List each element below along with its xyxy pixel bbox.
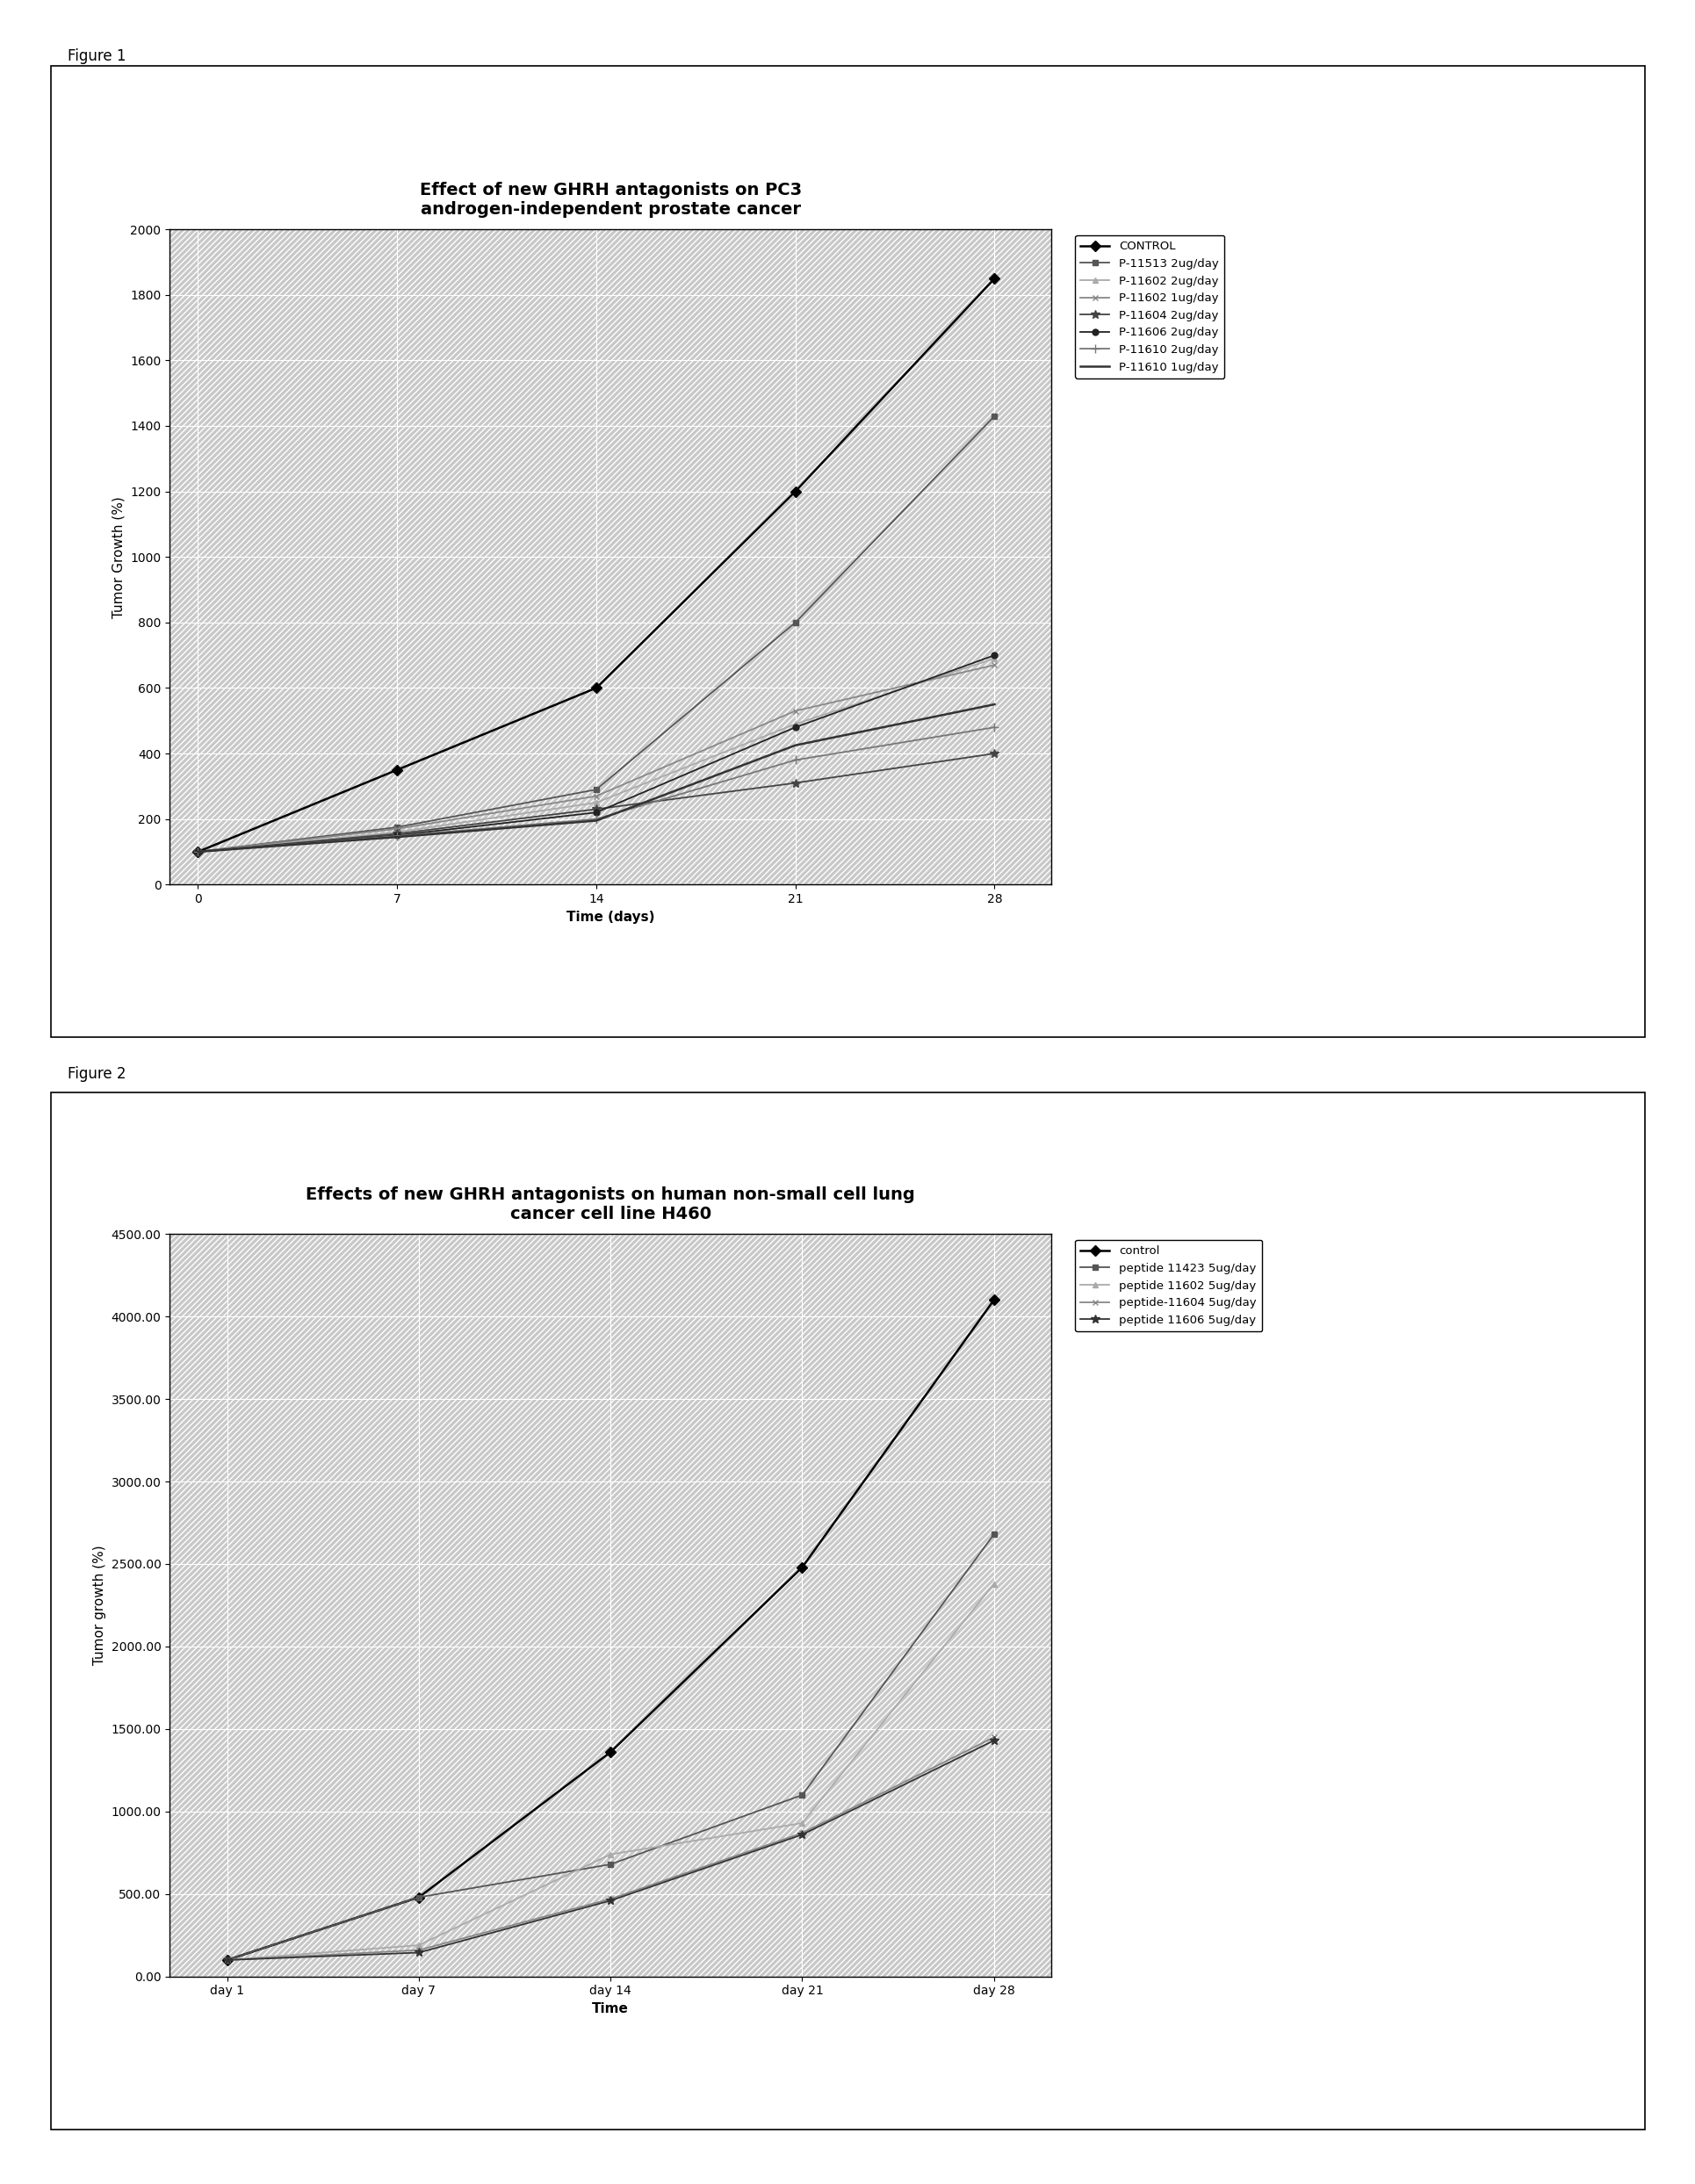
P-11606 2ug/day bbox=[386, 823, 407, 850]
control bbox=[408, 1885, 429, 1911]
Title: Effects of new GHRH antagonists on human non-small cell lung
cancer cell line H4: Effects of new GHRH antagonists on human… bbox=[305, 1186, 915, 1223]
P-11602 2ug/day bbox=[188, 839, 208, 865]
P-11604 2ug/day bbox=[586, 797, 607, 823]
CONTROL bbox=[983, 264, 1003, 290]
P-11602 2ug/day bbox=[785, 712, 805, 738]
CONTROL bbox=[586, 675, 607, 701]
P-11513 2ug/day bbox=[983, 402, 1003, 428]
P-11604 2ug/day bbox=[983, 740, 1003, 767]
peptide 11602 5ug/day bbox=[408, 1933, 429, 1959]
peptide 11606 5ug/day bbox=[600, 1887, 620, 1913]
CONTROL bbox=[386, 758, 407, 784]
Line: P-11604 2ug/day: P-11604 2ug/day bbox=[193, 749, 998, 856]
Line: P-11610 1ug/day: P-11610 1ug/day bbox=[198, 703, 993, 852]
P-11610 1ug/day bbox=[188, 839, 208, 865]
P-11610 1ug/day bbox=[785, 732, 805, 758]
Legend: control, peptide 11423 5ug/day, peptide 11602 5ug/day, peptide-11604 5ug/day, pe: control, peptide 11423 5ug/day, peptide … bbox=[1075, 1241, 1261, 1332]
peptide 11423 5ug/day bbox=[408, 1885, 429, 1911]
Line: peptide 11423 5ug/day: peptide 11423 5ug/day bbox=[224, 1531, 997, 1963]
P-11513 2ug/day bbox=[386, 815, 407, 841]
P-11602 1ug/day bbox=[586, 784, 607, 810]
Line: P-11606 2ug/day: P-11606 2ug/day bbox=[195, 653, 997, 854]
Text: Figure 1: Figure 1 bbox=[68, 48, 125, 63]
peptide 11606 5ug/day bbox=[983, 1728, 1003, 1754]
P-11610 2ug/day bbox=[188, 839, 208, 865]
X-axis label: Time (days): Time (days) bbox=[566, 911, 654, 924]
peptide 11423 5ug/day bbox=[217, 1946, 237, 1972]
Text: Figure 2: Figure 2 bbox=[68, 1066, 125, 1081]
P-11602 1ug/day bbox=[983, 651, 1003, 677]
peptide 11602 5ug/day bbox=[983, 1570, 1003, 1597]
P-11513 2ug/day bbox=[785, 609, 805, 636]
CONTROL bbox=[188, 839, 208, 865]
P-11606 2ug/day bbox=[785, 714, 805, 740]
P-11602 2ug/day bbox=[386, 819, 407, 845]
Title: Effect of new GHRH antagonists on PC3
androgen-independent prostate cancer: Effect of new GHRH antagonists on PC3 an… bbox=[419, 181, 802, 218]
control bbox=[792, 1555, 812, 1581]
Line: peptide 11606 5ug/day: peptide 11606 5ug/day bbox=[222, 1736, 998, 1963]
P-11610 1ug/day bbox=[983, 690, 1003, 716]
P-11606 2ug/day bbox=[586, 799, 607, 826]
peptide 11606 5ug/day bbox=[217, 1946, 237, 1972]
control bbox=[600, 1738, 620, 1765]
Line: control: control bbox=[224, 1297, 997, 1963]
Y-axis label: Tumor growth (%): Tumor growth (%) bbox=[93, 1546, 107, 1664]
P-11602 2ug/day bbox=[586, 791, 607, 817]
P-11513 2ug/day bbox=[586, 778, 607, 804]
peptide-11604 5ug/day bbox=[792, 1819, 812, 1845]
peptide 11602 5ug/day bbox=[792, 1811, 812, 1837]
peptide 11423 5ug/day bbox=[792, 1782, 812, 1808]
Bar bbox=[170, 1234, 1051, 1977]
Line: P-11602 2ug/day: P-11602 2ug/day bbox=[195, 655, 997, 854]
peptide 11423 5ug/day bbox=[983, 1522, 1003, 1548]
Line: peptide-11604 5ug/day: peptide-11604 5ug/day bbox=[224, 1734, 997, 1963]
peptide 11423 5ug/day bbox=[600, 1852, 620, 1878]
peptide-11604 5ug/day bbox=[983, 1723, 1003, 1749]
peptide 11606 5ug/day bbox=[408, 1939, 429, 1966]
peptide 11602 5ug/day bbox=[600, 1841, 620, 1867]
peptide 11606 5ug/day bbox=[792, 1821, 812, 1848]
peptide-11604 5ug/day bbox=[600, 1885, 620, 1911]
P-11602 2ug/day bbox=[983, 646, 1003, 673]
Legend: CONTROL, P-11513 2ug/day, P-11602 2ug/day, P-11602 1ug/day, P-11604 2ug/day, P-1: CONTROL, P-11513 2ug/day, P-11602 2ug/da… bbox=[1075, 236, 1224, 378]
P-11610 1ug/day bbox=[586, 808, 607, 834]
control bbox=[217, 1946, 237, 1972]
P-11610 2ug/day bbox=[586, 806, 607, 832]
Line: peptide 11602 5ug/day: peptide 11602 5ug/day bbox=[224, 1581, 997, 1963]
P-11604 2ug/day bbox=[785, 771, 805, 797]
peptide 11602 5ug/day bbox=[217, 1946, 237, 1972]
P-11602 1ug/day bbox=[188, 839, 208, 865]
P-11602 1ug/day bbox=[386, 817, 407, 843]
P-11610 1ug/day bbox=[386, 823, 407, 850]
Line: P-11610 2ug/day: P-11610 2ug/day bbox=[193, 723, 998, 856]
P-11604 2ug/day bbox=[188, 839, 208, 865]
control bbox=[983, 1286, 1003, 1313]
P-11513 2ug/day bbox=[188, 839, 208, 865]
P-11610 2ug/day bbox=[983, 714, 1003, 740]
CONTROL bbox=[785, 478, 805, 505]
P-11606 2ug/day bbox=[188, 839, 208, 865]
P-11610 2ug/day bbox=[785, 747, 805, 773]
X-axis label: Time: Time bbox=[592, 2003, 629, 2016]
Line: CONTROL: CONTROL bbox=[195, 275, 998, 856]
Bar bbox=[170, 229, 1051, 885]
Y-axis label: Tumor Growth (%): Tumor Growth (%) bbox=[112, 496, 125, 618]
P-11606 2ug/day bbox=[983, 642, 1003, 668]
peptide-11604 5ug/day bbox=[217, 1946, 237, 1972]
P-11604 2ug/day bbox=[386, 821, 407, 847]
peptide-11604 5ug/day bbox=[408, 1937, 429, 1963]
Line: P-11602 1ug/day: P-11602 1ug/day bbox=[195, 662, 997, 854]
P-11610 2ug/day bbox=[386, 823, 407, 850]
P-11602 1ug/day bbox=[785, 699, 805, 725]
Line: P-11513 2ug/day: P-11513 2ug/day bbox=[195, 413, 997, 854]
